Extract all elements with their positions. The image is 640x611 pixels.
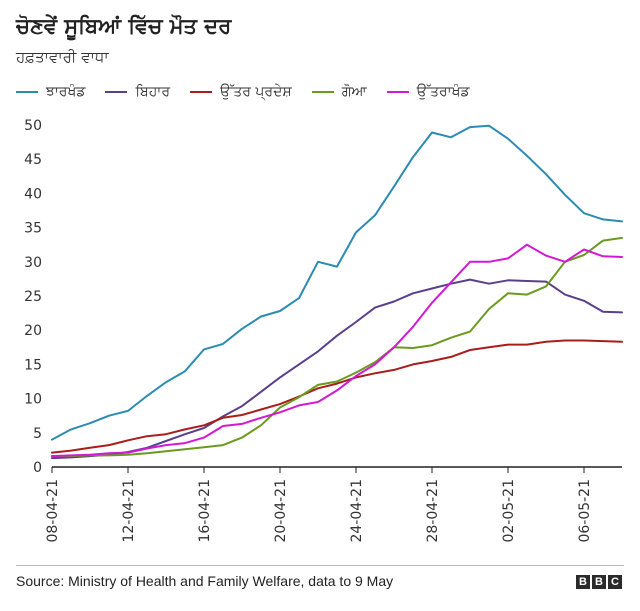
legend-item-jharkhand: ਝਾਰਖੰਡ <box>16 84 85 100</box>
y-tick-label: 35 <box>24 221 42 237</box>
series-line <box>51 243 623 458</box>
series-line <box>51 124 623 441</box>
y-tick-label: 0 <box>33 460 42 476</box>
chart-title: ਚੋਣਵੇਂ ਸੂਬਿਆਂ ਵਿੱਚ ਮੌਤ ਦਰ <box>16 14 232 38</box>
series-line <box>51 236 623 458</box>
series-line <box>51 278 623 460</box>
bbc-logo-letter: B <box>592 575 606 589</box>
x-tick-label: 20-04-21 <box>273 479 289 543</box>
legend-item-uttarakhand: ਉੱਤਰਾਖੰਡ <box>386 84 470 100</box>
bbc-logo: B B C <box>574 575 622 589</box>
legend-swatch <box>386 91 409 93</box>
bbc-logo-letter: B <box>576 575 590 589</box>
chart-subtitle: ਹਫ਼ਤਾਵਾਰੀ ਵਾਧਾ <box>16 48 109 66</box>
legend-item-bihar: ਬਿਹਾਰ <box>105 84 170 100</box>
legend-label: ਉੱਤਰਾਖੰਡ <box>416 84 470 100</box>
legend-swatch <box>16 91 38 93</box>
legend-swatch <box>190 91 212 93</box>
y-tick-label: 45 <box>24 152 42 168</box>
legend-label: ਗੋਆ <box>341 84 367 100</box>
series-line <box>51 339 623 454</box>
x-tick-label: 12-04-21 <box>121 479 137 543</box>
x-tick-label: 24-04-21 <box>349 479 365 543</box>
chart-legend: ਝਾਰਖੰਡ ਬਿਹਾਰ ਉੱਤਰ ਪ੍ਰਦੇਸ਼ ਗੋਆ ਉੱਤਰਾਖੰਡ <box>16 84 490 100</box>
x-tick-label: 06-05-21 <box>577 479 593 543</box>
legend-label: ਉੱਤਰ ਪ੍ਰਦੇਸ਼ <box>220 84 292 100</box>
footer-divider <box>16 565 624 566</box>
y-tick-label: 50 <box>24 118 42 134</box>
y-tick-label: 25 <box>24 289 42 305</box>
legend-label: ਬਿਹਾਰ <box>135 84 170 100</box>
x-tick-label: 16-04-21 <box>197 479 213 543</box>
x-tick-label: 08-04-21 <box>45 479 61 543</box>
y-tick-label: 15 <box>24 357 42 373</box>
y-tick-label: 20 <box>24 323 42 339</box>
legend-item-uttar-pradesh: ਉੱਤਰ ਪ੍ਰਦੇਸ਼ <box>190 84 292 100</box>
x-tick-label: 28-04-21 <box>425 479 441 543</box>
line-chart: 0 5 10 15 20 25 30 35 40 45 50 08-04-21 12-04-21 16-0… <box>24 118 623 543</box>
y-tick-label: 40 <box>24 186 42 202</box>
legend-label: ਝਾਰਖੰਡ <box>46 84 86 100</box>
legend-swatch <box>105 91 128 93</box>
legend-item-goa: ਗੋਆ <box>311 84 367 100</box>
bbc-logo-letter: C <box>608 575 622 589</box>
y-tick-label: 10 <box>24 392 42 408</box>
y-tick-label: 30 <box>24 255 42 271</box>
source-note: Source: Ministry of Health and Family We… <box>16 573 394 589</box>
legend-swatch <box>311 91 334 93</box>
x-tick-label: 02-05-21 <box>501 479 517 543</box>
y-tick-label: 5 <box>33 426 42 442</box>
